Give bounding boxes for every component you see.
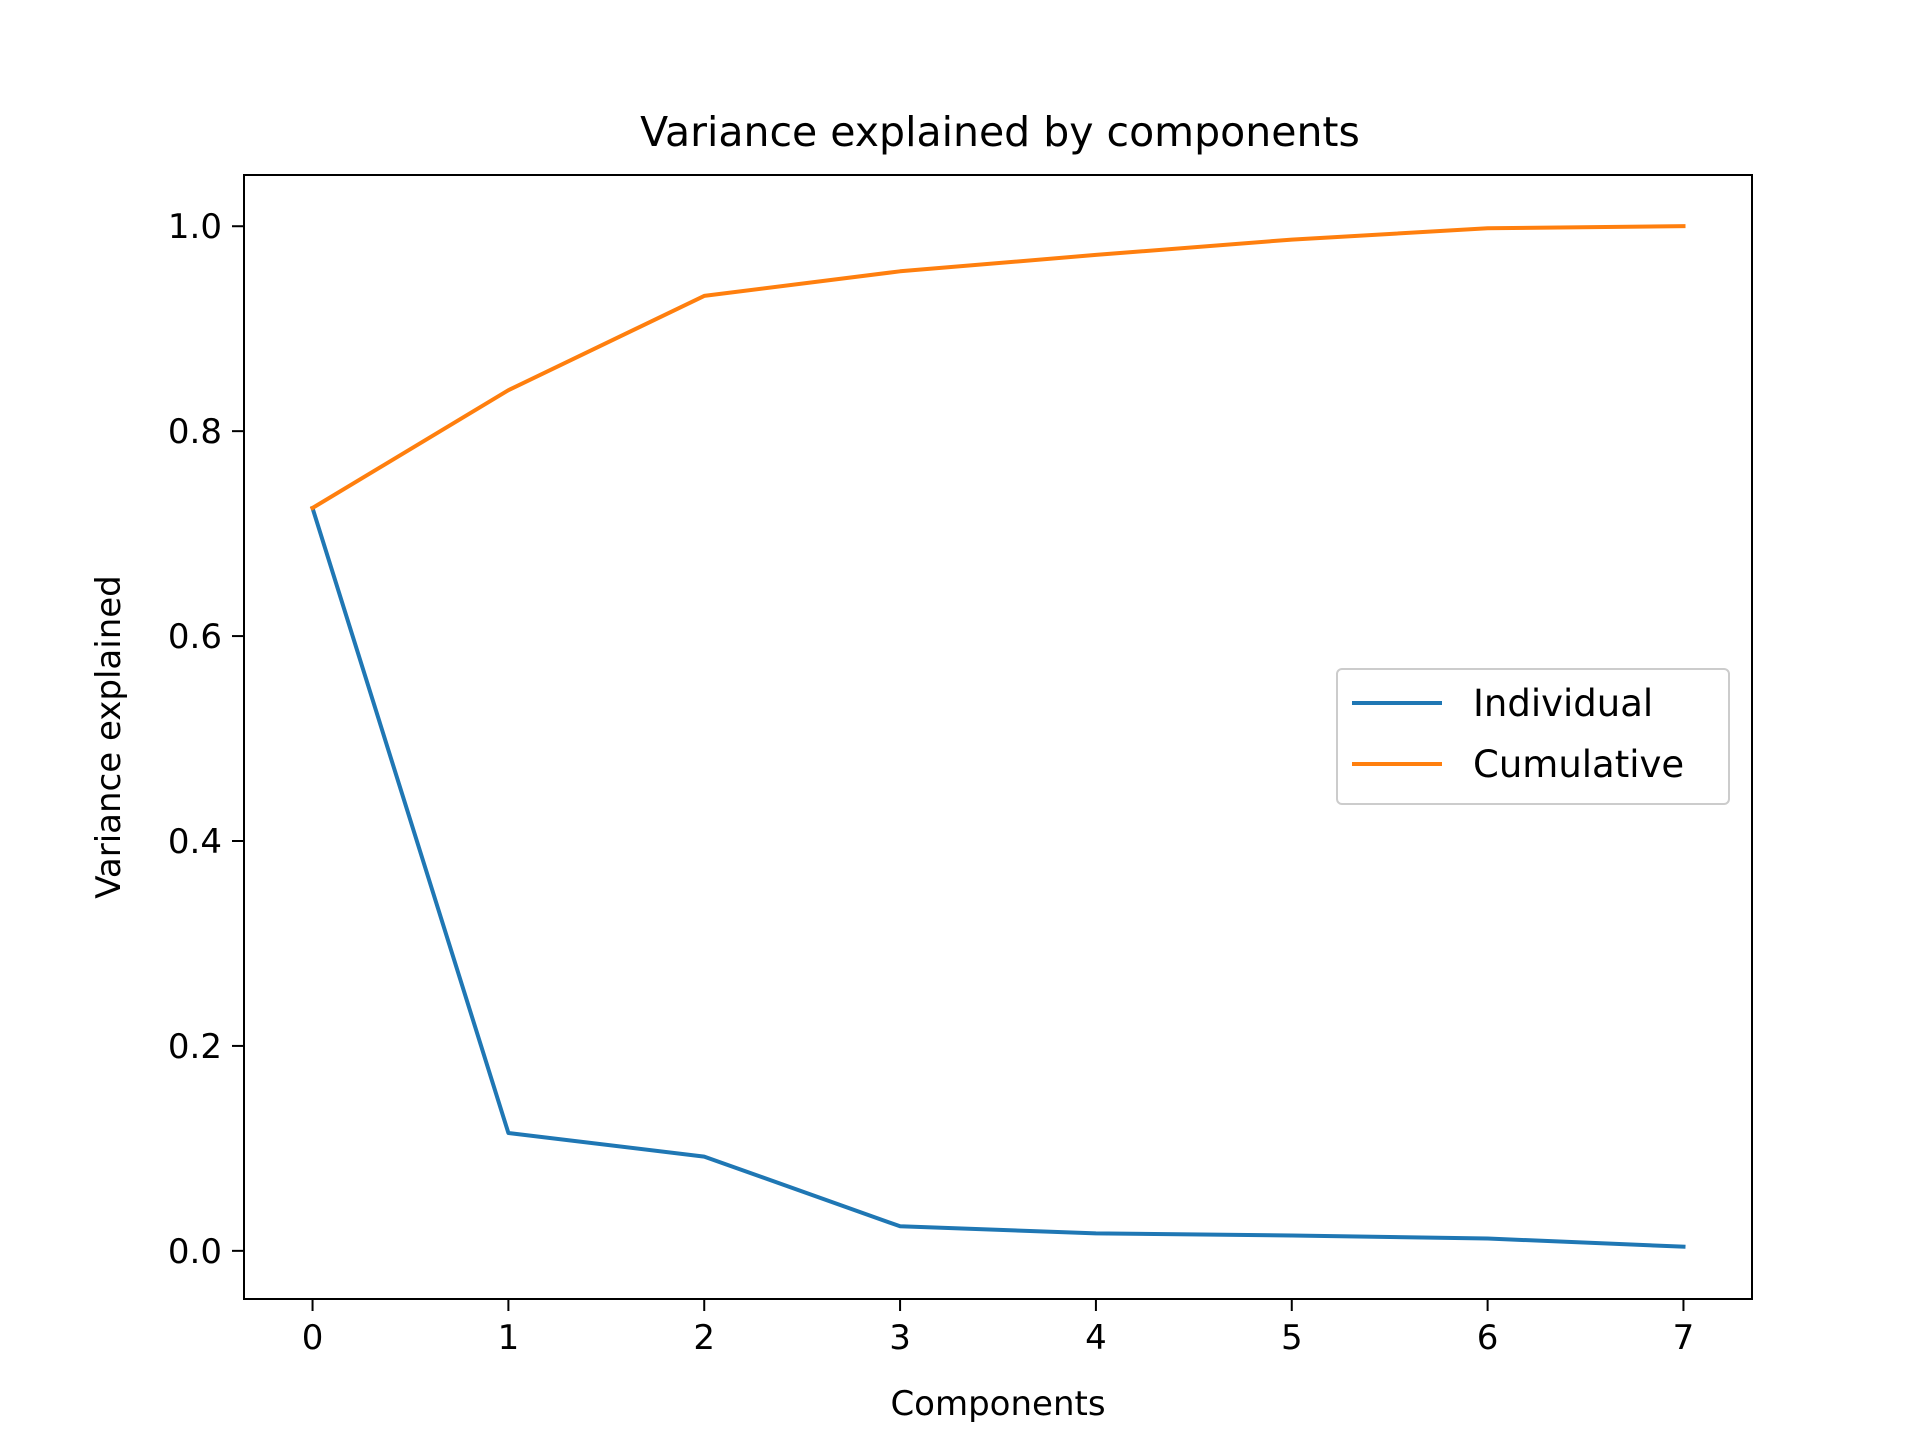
y-tick-label: 1.0 [168, 207, 222, 247]
x-tick-label: 5 [1281, 1318, 1303, 1358]
x-tick-label: 4 [1085, 1318, 1107, 1358]
legend-label-cumulative: Cumulative [1473, 743, 1684, 786]
y-axis: 0.0 0.2 0.4 0.6 0.8 1.0 [168, 207, 244, 1272]
x-tick-label: 3 [889, 1318, 911, 1358]
x-tick-label: 2 [693, 1318, 715, 1358]
x-axis: 0 1 2 3 4 5 6 7 [302, 1299, 1695, 1358]
legend-label-individual: Individual [1473, 682, 1653, 725]
plot-frame [243, 174, 1753, 1300]
x-axis-title: Components [890, 1384, 1105, 1424]
series-line-individual [309, 505, 1686, 1249]
x-tick-label: 0 [302, 1318, 324, 1358]
y-tick-label: 0.6 [168, 617, 222, 657]
y-tick-label: 0.0 [168, 1232, 222, 1272]
plot-lines [309, 224, 1686, 1249]
x-tick-label: 1 [498, 1318, 520, 1358]
y-tick-label: 0.8 [168, 412, 222, 452]
legend: Individual Cumulative [1336, 668, 1730, 805]
x-tick-label: 6 [1477, 1318, 1499, 1358]
x-tick-label: 7 [1673, 1318, 1695, 1358]
chart-title: Variance explained by components [640, 108, 1360, 156]
y-axis-title: Variance explained [89, 575, 129, 898]
series-line-cumulative [309, 224, 1686, 511]
y-tick-label: 0.4 [168, 822, 222, 862]
y-tick-label: 0.2 [168, 1027, 222, 1067]
